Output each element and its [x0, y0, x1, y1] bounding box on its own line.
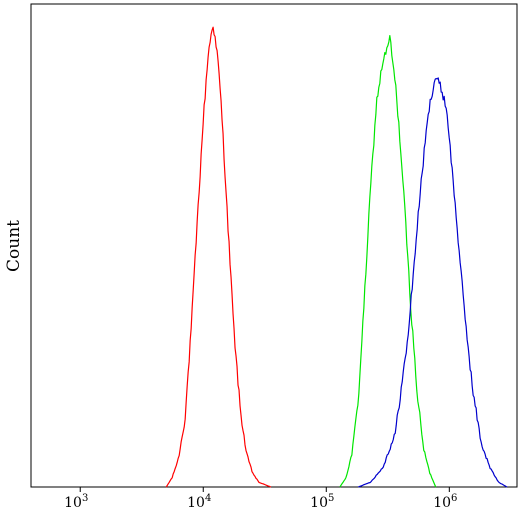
x-tick-label: 105 [310, 493, 334, 511]
histogram-series-1 [165, 26, 272, 488]
x-tick-label-exponent: 4 [205, 493, 211, 504]
plot-frame [30, 3, 518, 488]
histogram-series-3 [358, 77, 508, 488]
x-tick-label-base: 10 [187, 495, 205, 511]
x-tick-label-exponent: 6 [451, 493, 457, 504]
x-tick-label-exponent: 3 [82, 493, 88, 504]
x-tick-label-base: 10 [64, 495, 82, 511]
x-tick-label: 103 [64, 493, 88, 511]
x-tick-label-base: 10 [433, 495, 451, 511]
x-tick-label: 106 [433, 493, 457, 511]
y-axis-label: Count [4, 220, 24, 272]
x-tick-label-exponent: 5 [328, 493, 334, 504]
histogram-series-2 [339, 34, 437, 488]
series-layer [165, 26, 508, 488]
x-axis: 103 104 105 106 [64, 487, 457, 511]
x-tick-label: 104 [187, 493, 211, 511]
x-tick-label-base: 10 [310, 495, 328, 511]
